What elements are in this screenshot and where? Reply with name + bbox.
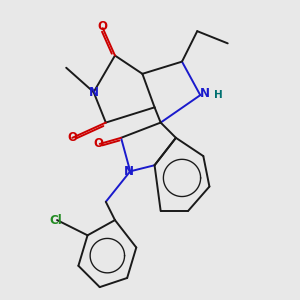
Text: N: N	[88, 85, 99, 99]
Text: O: O	[67, 131, 77, 144]
Text: Cl: Cl	[49, 214, 62, 226]
Text: N: N	[124, 165, 134, 178]
Text: N: N	[200, 87, 210, 100]
Text: O: O	[93, 137, 103, 150]
Text: H: H	[214, 90, 223, 100]
Text: O: O	[98, 20, 108, 33]
